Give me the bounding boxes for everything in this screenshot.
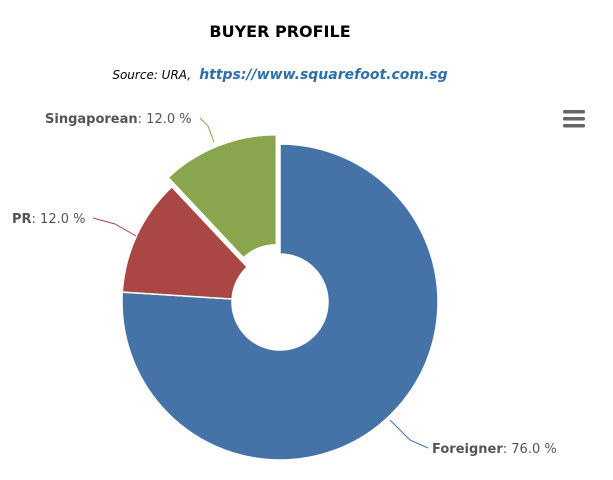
- pie-slice: [121, 185, 249, 300]
- label-value: : 76.0 %: [503, 442, 557, 457]
- data-label: Foreigner: 76.0 %: [432, 442, 557, 457]
- menu-line: [563, 110, 585, 114]
- subtitle-source: Source: URA,: [112, 68, 191, 82]
- label-name: Foreigner: [432, 442, 503, 457]
- label-value: : 12.0 %: [138, 112, 192, 127]
- menu-line: [563, 124, 585, 128]
- pie-slice: [121, 143, 439, 461]
- subtitle-link[interactable]: https://www.squarefoot.com.sg: [199, 67, 447, 83]
- label-connector: [389, 419, 429, 449]
- data-label: Singaporean: 12.0 %: [45, 112, 192, 127]
- label-value: : 12.0 %: [32, 212, 86, 227]
- label-connector: [199, 117, 215, 143]
- menu-button[interactable]: [563, 110, 585, 128]
- chart-title: BUYER PROFILE: [209, 22, 350, 41]
- label-name: Singaporean: [45, 112, 138, 127]
- label-connector: [92, 217, 137, 237]
- data-label: PR: 12.0 %: [12, 212, 86, 227]
- label-name: PR: [12, 212, 32, 227]
- chart-subtitle: Source: URA, https://www.squarefoot.com.…: [112, 67, 447, 83]
- pie-slice: [167, 133, 278, 259]
- menu-line: [563, 117, 585, 121]
